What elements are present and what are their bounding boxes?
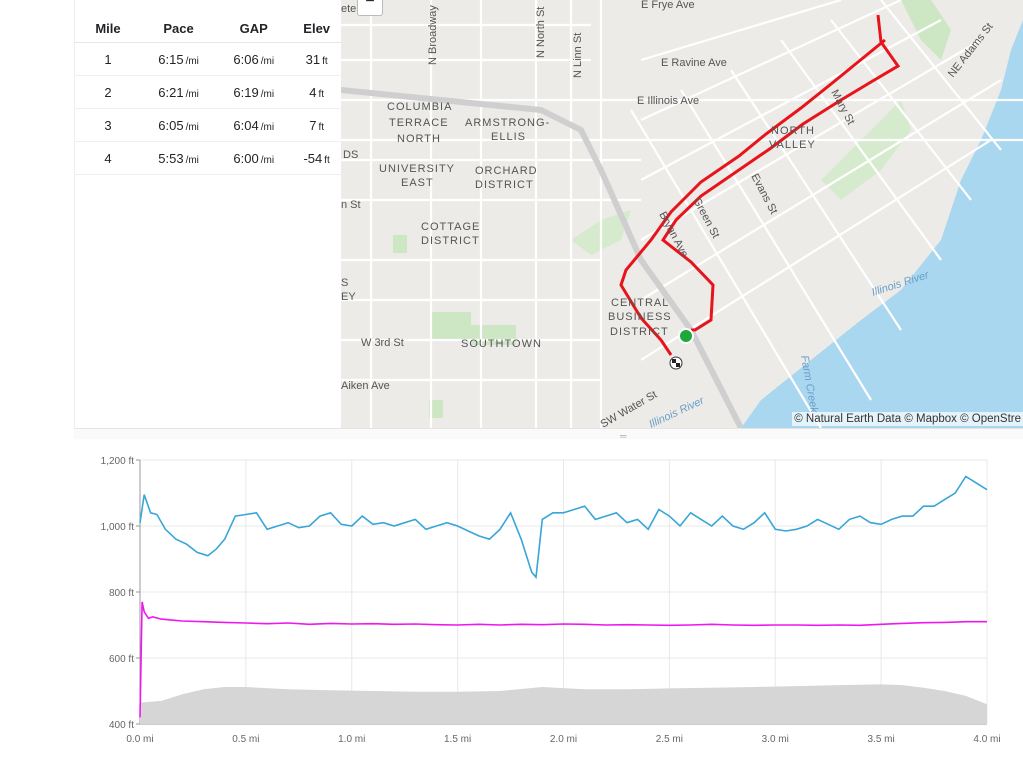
chart-grid: [139, 459, 988, 725]
svg-text:NE Adams St: NE Adams St: [946, 21, 996, 80]
x-tick-label: 1.5 mi: [444, 734, 471, 745]
split-mile: 2: [75, 75, 141, 109]
svg-text:COTTAGE: COTTAGE: [421, 221, 480, 233]
split-gap: 6:04/mi: [216, 108, 292, 142]
svg-text:BUSINESS: BUSINESS: [608, 311, 672, 323]
map-canvas[interactable]: E Frye Ave ete N Broadway N North St N L…: [341, 0, 1023, 428]
svg-text:ete: ete: [341, 3, 356, 15]
header-mile: Mile: [75, 14, 141, 43]
y-tick-label: 600 ft: [109, 654, 134, 665]
svg-text:UNIVERSITY: UNIVERSITY: [379, 163, 455, 175]
route-line: [619, 38, 886, 356]
drag-handle-icon[interactable]: ═: [620, 431, 627, 441]
svg-text:n St: n St: [341, 199, 361, 211]
splits-panel: Mile Pace GAP Elev 1 6:15/mi 6:06/mi 31 f…: [74, 0, 342, 428]
park: [429, 400, 443, 418]
svg-text:Bryan Ave: Bryan Ave: [656, 210, 690, 260]
svg-text:TERRACE: TERRACE: [389, 117, 449, 129]
split-pace: 6:15/mi: [141, 42, 217, 76]
split-gap: 6:06/mi: [216, 42, 292, 76]
header-gap: GAP: [216, 14, 292, 43]
svg-text:N Linn St: N Linn St: [572, 33, 584, 78]
panel-resize-handle[interactable]: ═: [74, 428, 1023, 441]
svg-text:ARMSTRONG-: ARMSTRONG-: [465, 117, 550, 129]
table-row: 4 5:53/mi 6:00/mi -54 ft: [75, 141, 342, 175]
elevation-pace-chart[interactable]: 400 ft 600 ft 800 ft 1,000 ft 1,200 ft 0.0 m…: [74, 438, 1023, 758]
x-tick-label: 0.0 mi: [126, 734, 153, 745]
svg-text:N Broadway: N Broadway: [427, 5, 439, 65]
table-row: 1 6:15/mi 6:06/mi 31 ft: [75, 42, 342, 76]
split-pace: 5:53/mi: [141, 141, 217, 175]
x-tick-label: 3.0 mi: [762, 734, 789, 745]
svg-text:DISTRICT: DISTRICT: [475, 179, 534, 191]
split-elev: 4 ft: [291, 75, 342, 109]
svg-text:EAST: EAST: [401, 177, 434, 189]
x-tick-label: 3.5 mi: [868, 734, 895, 745]
svg-text:S: S: [341, 277, 348, 289]
svg-text:SOUTHTOWN: SOUTHTOWN: [461, 338, 542, 350]
park: [393, 235, 407, 253]
y-tick-label: 1,200 ft: [101, 456, 135, 467]
svg-text:DS: DS: [343, 149, 358, 161]
map-attribution[interactable]: © Natural Earth Data © Mapbox © OpenStre: [792, 412, 1023, 426]
zoom-out-button[interactable]: −: [357, 0, 383, 16]
split-mile: 1: [75, 42, 141, 76]
split-elev: 7 ft: [291, 108, 342, 142]
x-tick-label: 2.5 mi: [656, 734, 683, 745]
y-tick-label: 400 ft: [109, 720, 134, 731]
split-gap: 6:19/mi: [216, 75, 292, 109]
pace-series: [139, 601, 987, 718]
svg-text:E Ravine Ave: E Ravine Ave: [661, 57, 727, 69]
split-gap: 6:00/mi: [216, 141, 292, 175]
svg-text:E Illinois Ave: E Illinois Ave: [637, 95, 699, 107]
header-pace: Pace: [141, 14, 217, 43]
finish-marker[interactable]: [669, 356, 683, 370]
x-tick-label: 0.5 mi: [232, 734, 259, 745]
heart-rate-series: [139, 475, 988, 580]
y-tick-label: 1,000 ft: [101, 522, 135, 533]
split-mile: 4: [75, 141, 141, 175]
svg-text:VALLEY: VALLEY: [769, 139, 816, 151]
elevation-area-series: [140, 684, 987, 724]
splits-header-row: Mile Pace GAP Elev: [75, 14, 342, 43]
park: [901, 0, 951, 60]
park: [431, 312, 471, 340]
svg-text:EY: EY: [341, 291, 356, 303]
header-elev: Elev: [291, 14, 342, 43]
route-map[interactable]: E Frye Ave ete N Broadway N North St N L…: [341, 0, 1023, 428]
split-mile: 3: [75, 108, 141, 142]
svg-text:COLUMBIA: COLUMBIA: [387, 101, 452, 113]
split-pace: 6:05/mi: [141, 108, 217, 142]
svg-text:Aiken Ave: Aiken Ave: [341, 380, 390, 392]
chart-series: [139, 475, 988, 718]
svg-text:ELLIS: ELLIS: [491, 131, 526, 143]
table-row: 2 6:21/mi 6:19/mi 4 ft: [75, 75, 342, 109]
svg-text:CENTRAL: CENTRAL: [611, 297, 669, 309]
x-axis-ticks: 0.0 mi 0.5 mi 1.0 mi 1.5 mi 2.0 mi 2.5 mi 3.0 …: [126, 734, 1000, 745]
y-axis-ticks: 400 ft 600 ft 800 ft 1,000 ft 1,200 ft: [101, 456, 140, 731]
svg-text:E Frye Ave: E Frye Ave: [641, 0, 695, 11]
split-elev: -54 ft: [291, 141, 342, 175]
street-grid: [341, 0, 1023, 428]
y-tick-label: 800 ft: [109, 588, 134, 599]
x-tick-label: 4.0 mi: [973, 734, 1000, 745]
svg-text:NORTH: NORTH: [771, 125, 815, 137]
svg-text:N North St: N North St: [535, 7, 547, 58]
x-tick-label: 2.0 mi: [550, 734, 577, 745]
split-elev: 31 ft: [291, 42, 342, 76]
table-row: 3 6:05/mi 6:04/mi 7 ft: [75, 108, 342, 142]
route-line: [660, 14, 901, 332]
start-marker[interactable]: [678, 328, 694, 344]
svg-text:DISTRICT: DISTRICT: [610, 326, 669, 338]
svg-text:DISTRICT: DISTRICT: [421, 235, 480, 247]
svg-text:NORTH: NORTH: [397, 133, 441, 145]
x-tick-label: 1.0 mi: [338, 734, 365, 745]
svg-text:ORCHARD: ORCHARD: [475, 165, 538, 177]
river-water: [741, 20, 1023, 428]
elevation-area: [140, 684, 987, 724]
split-pace: 6:21/mi: [141, 75, 217, 109]
splits-table: Mile Pace GAP Elev 1 6:15/mi 6:06/mi 31 f…: [75, 14, 342, 175]
svg-text:W 3rd St: W 3rd St: [361, 337, 404, 349]
